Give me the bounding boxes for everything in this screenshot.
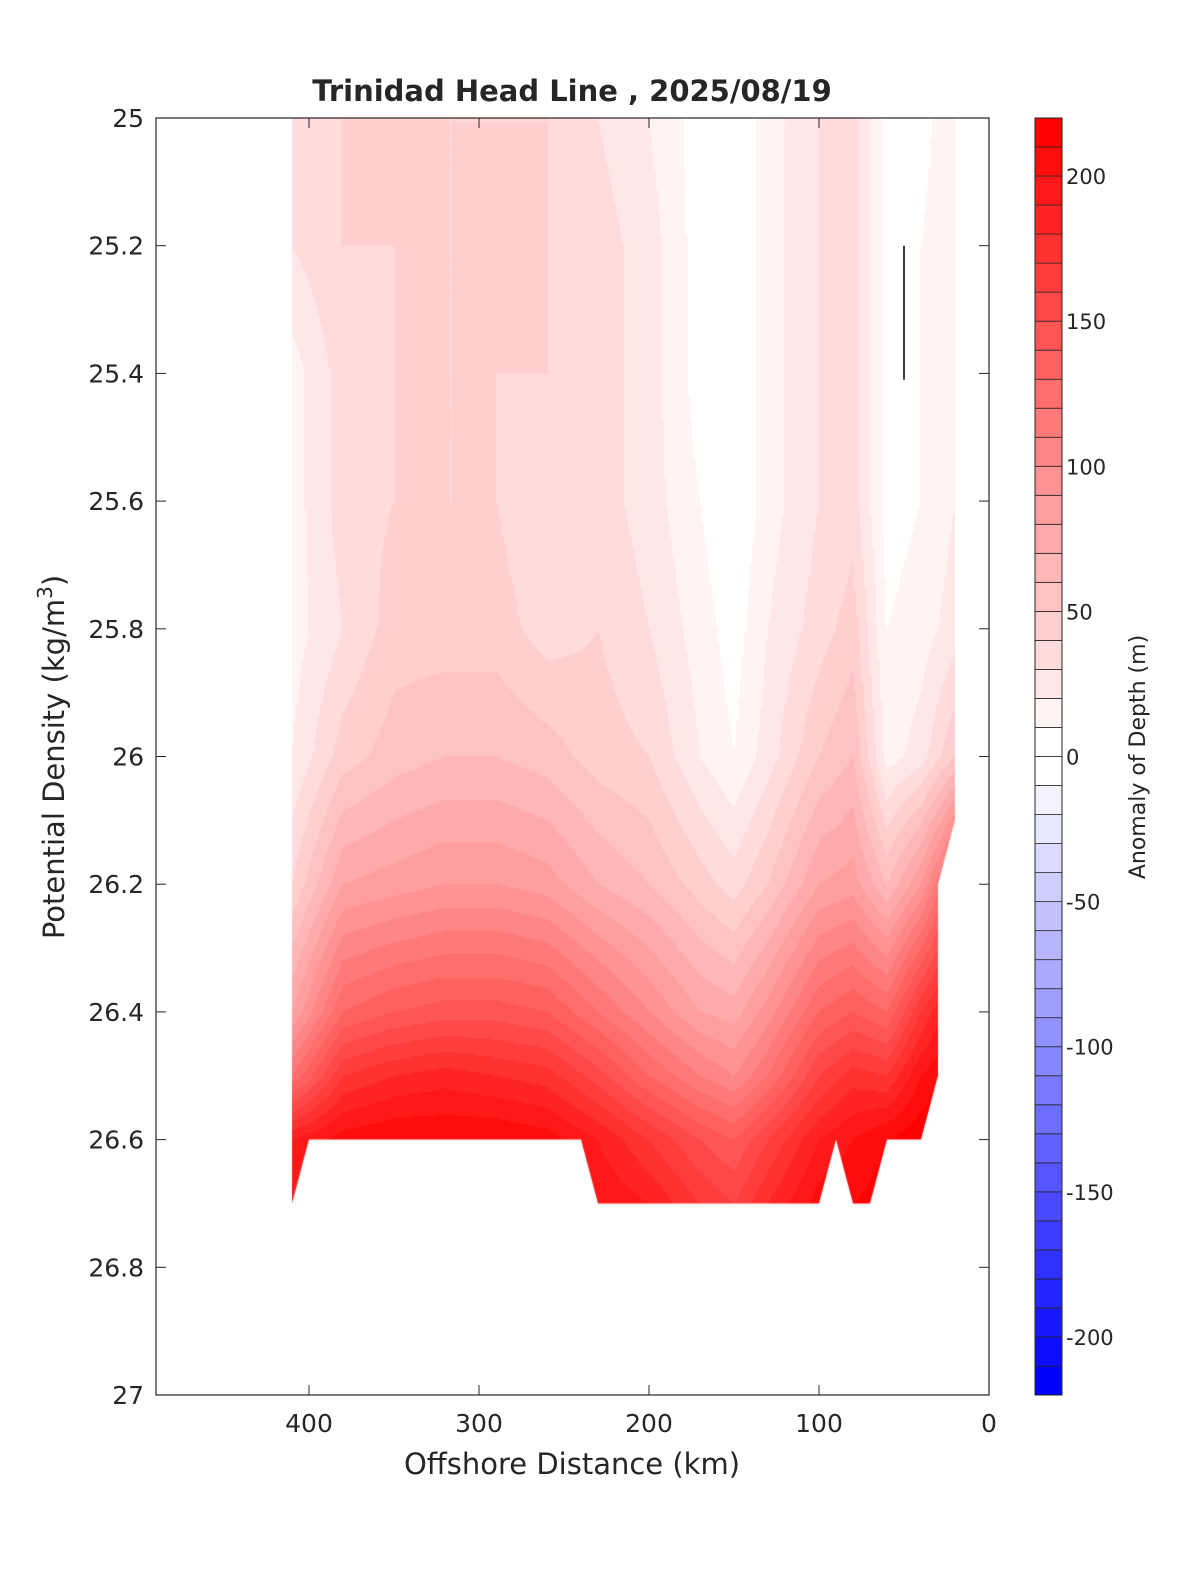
colorbar-level (1034, 581, 1063, 612)
colorbar-level (1034, 1017, 1063, 1048)
colorbar-level (1034, 407, 1063, 438)
x-tick-label: 300 (455, 1409, 503, 1438)
colorbar-level (1034, 291, 1063, 322)
y-axis-label: Potential Density (kg/m3) (33, 575, 71, 939)
colorbar-level (1034, 814, 1063, 844)
colorbar-tick-label: 100 (1066, 455, 1106, 479)
colorbar-level (1034, 1220, 1063, 1251)
colorbar-level (1034, 1365, 1063, 1396)
colorbar-level (1034, 1278, 1063, 1309)
y-axis: 25 25.2 25.4 25.6 25.8 26 26.2 26.4 26.6 26.8 27 (88, 104, 989, 1410)
colorbar-level (1034, 901, 1063, 932)
y-tick-label: 26.8 (88, 1253, 144, 1282)
colorbar-tick-label: -50 (1066, 891, 1100, 915)
colorbar-level (1034, 262, 1063, 293)
colorbar-level (1034, 640, 1063, 670)
colorbar-level (1034, 320, 1063, 351)
y-tick-label: 25.6 (88, 487, 144, 516)
colorbar-level (1034, 669, 1063, 699)
x-tick-label: 100 (795, 1409, 843, 1438)
colorbar-level (1034, 117, 1063, 148)
colorbar-level (1034, 1336, 1063, 1367)
y-tick-label: 26.2 (88, 870, 144, 899)
colorbar-level (1034, 204, 1063, 235)
y-tick-label: 25.8 (88, 615, 144, 644)
contour-field (156, 118, 990, 1396)
colorbar-level (1034, 175, 1063, 206)
colorbar-level (1034, 378, 1063, 409)
colorbar-level (1034, 552, 1063, 583)
colorbar-level (1034, 959, 1063, 990)
y-tick-label: 25 (112, 104, 144, 133)
colorbar-tick-label: 150 (1066, 310, 1106, 334)
colorbar-level (1034, 1046, 1063, 1077)
colorbar-tick-label: -200 (1066, 1326, 1114, 1350)
colorbar-level (1034, 727, 1063, 757)
colorbar-tick-label: 50 (1066, 600, 1093, 624)
colorbar-level (1034, 523, 1063, 554)
x-axis: 400 300 200 100 0 (285, 118, 997, 1438)
colorbar-level (1034, 1104, 1063, 1135)
y-tick-label: 26 (112, 743, 144, 772)
colorbar-level (1034, 1133, 1063, 1164)
y-tick-label: 27 (112, 1381, 144, 1410)
colorbar-level (1034, 843, 1063, 873)
x-axis-label: Offshore Distance (km) (404, 1447, 740, 1481)
y-tick-label: 25.4 (88, 359, 144, 388)
colorbar-ticks: 200 150 100 50 0 -50 -100 -150 -200 (1066, 165, 1114, 1350)
x-tick-label: 400 (285, 1409, 333, 1438)
colorbar-level (1034, 233, 1063, 264)
colorbar-level (1034, 1162, 1063, 1193)
colorbar-tick-label: -100 (1066, 1036, 1114, 1060)
colorbar-tick-label: 0 (1066, 746, 1079, 770)
colorbar-tick-label: 200 (1066, 165, 1106, 189)
colorbar-box (1034, 117, 1063, 1396)
colorbar-level (1034, 698, 1063, 728)
colorbar-level (1034, 872, 1063, 903)
y-tick-label: 25.2 (88, 232, 144, 261)
colorbar-level (1034, 349, 1063, 380)
colorbar-level (1034, 785, 1063, 815)
colorbar-level (1034, 1191, 1063, 1222)
colorbar-level (1034, 1075, 1063, 1106)
colorbar-level (1034, 1249, 1063, 1280)
colorbar-level (1034, 465, 1063, 496)
colorbar-level (1034, 146, 1063, 177)
colorbar-level (1034, 930, 1063, 961)
colorbar-label: Anomaly of Depth (m) (1126, 635, 1151, 879)
colorbar-level (1034, 1307, 1063, 1338)
colorbar-tick-label: -150 (1066, 1181, 1114, 1205)
colorbar (1034, 117, 1063, 1396)
colorbar-level (1034, 436, 1063, 467)
y-tick-label: 26.4 (88, 998, 144, 1027)
colorbar-level (1034, 494, 1063, 525)
x-tick-label: 0 (981, 1409, 997, 1438)
x-tick-label: 200 (625, 1409, 673, 1438)
colorbar-level (1034, 756, 1063, 786)
y-tick-label: 26.6 (88, 1126, 144, 1155)
plot-box (155, 117, 990, 1396)
colorbar-level (1034, 610, 1063, 641)
colorbar-level (1034, 988, 1063, 1019)
chart-title: Trinidad Head Line , 2025/08/19 (312, 74, 832, 108)
